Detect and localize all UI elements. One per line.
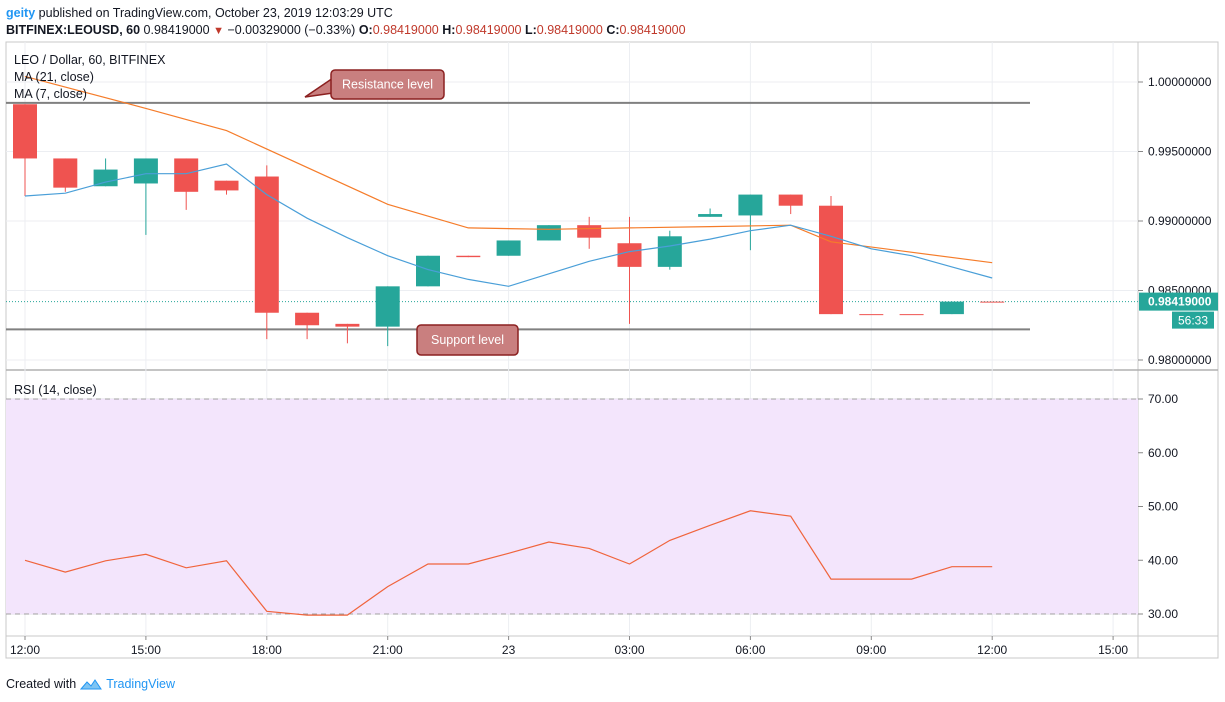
rsi-tick-label: 30.00 [1148,607,1178,621]
resistance-callout-label: Resistance level [342,78,433,92]
candle-body[interactable] [375,286,400,327]
tradingview-logo-icon [80,679,103,690]
ohlc-open: O:0.98419000 [358,23,439,37]
candle-body[interactable] [778,194,803,206]
support-callout-label: Support level [431,333,504,347]
legend-ma7: MA (7, close) [14,87,87,101]
candle-body[interactable] [13,104,37,159]
chart-border [5,41,1219,659]
price-change: −0.00329000 (−0.33%) [227,23,356,37]
symbol-name: BITFINEX:LEOUSD, 60 [6,23,141,37]
author-name[interactable]: geity [6,6,36,20]
candle-body[interactable] [335,323,360,327]
time-tick-label: 21:00 [373,643,403,657]
candle-body[interactable] [577,225,602,238]
time-tick-label: 15:00 [131,643,161,657]
price-pane[interactable]: Resistance level Support level LEO / Dolla… [6,53,1138,356]
candle-body[interactable] [174,158,199,192]
candle-body[interactable] [617,243,642,267]
down-triangle-icon: ▼ [213,25,224,37]
rsi-pane[interactable]: RSI (14, close) [6,383,1138,616]
rsi-tick-label: 50.00 [1148,500,1178,514]
candle-body[interactable] [698,214,723,217]
legend-ma21: MA (21, close) [14,70,94,84]
candle-body[interactable] [496,240,521,256]
countdown-label: 56:33 [1178,314,1208,328]
rsi-tick-label: 70.00 [1148,392,1178,406]
publish-header: geity published on TradingView.com, Octo… [6,6,393,20]
candle-body[interactable] [819,205,843,315]
created-with-text: Created with [6,677,77,691]
candle-body[interactable] [859,314,884,316]
candle-body[interactable] [536,225,561,241]
time-tick-label: 15:00 [1098,643,1128,657]
last-price-tag-label: 0.98419000 [1148,295,1212,309]
price-tick-label: 0.99500000 [1148,145,1212,159]
time-tick-label: 12:00 [10,643,40,657]
last-value: 0.98419000 [143,23,210,37]
price-tick-label: 0.99000000 [1148,214,1212,228]
resistance-callout[interactable]: Resistance level [304,69,445,100]
candle-body[interactable] [939,301,964,315]
candle-body[interactable] [133,158,158,184]
support-callout-box [416,324,519,356]
price-tick-label: 1.00000000 [1148,75,1212,89]
rsi-band [6,399,1138,614]
rsi-tick-label: 40.00 [1148,553,1178,567]
candle-body[interactable] [295,312,320,326]
rsi-legend: RSI (14, close) [14,383,97,397]
ohlc-high: H:0.98419000 [442,23,522,37]
tradingview-link[interactable]: TradingView [106,677,175,691]
candle-body[interactable] [214,180,239,191]
time-tick-label: 03:00 [614,643,644,657]
candle-body[interactable] [93,169,118,187]
candle-body[interactable] [53,158,78,188]
legend-symbol: LEO / Dollar, 60, BITFINEX [14,53,166,67]
candle-body[interactable] [738,194,763,216]
rsi-tick-label: 60.00 [1148,446,1178,460]
symbol-header: BITFINEX:LEOUSD, 60 0.98419000 ▼ −0.0032… [6,23,686,37]
candle-body[interactable] [456,255,481,258]
countdown-tag [1172,311,1214,329]
ma21-line [24,75,993,264]
time-tick-label: 23 [502,643,516,657]
ohlc-close: C:0.98419000 [606,23,686,37]
support-callout[interactable]: Support level [416,324,519,356]
ohlc-low: L:0.98419000 [524,23,603,37]
time-tick-label: 12:00 [977,643,1007,657]
candle-body[interactable] [657,236,682,267]
time-tick-label: 06:00 [735,643,765,657]
candle-body[interactable] [254,176,279,313]
price-tick-label: 0.98000000 [1148,353,1212,367]
time-tick-label: 18:00 [252,643,282,657]
candle-body[interactable] [980,301,1005,303]
time-tick-label: 09:00 [856,643,886,657]
footer: Created with TradingView [6,677,175,691]
axes[interactable]: 1.000000000.995000000.990000000.98500000… [10,75,1218,657]
last-price-tag[interactable] [1139,292,1218,311]
candle-body[interactable] [899,314,924,316]
rsi-line [24,510,993,616]
ma7-line [24,163,993,287]
publish-info: published on TradingView.com, October 23… [38,6,393,20]
resistance-callout-box [330,69,445,100]
